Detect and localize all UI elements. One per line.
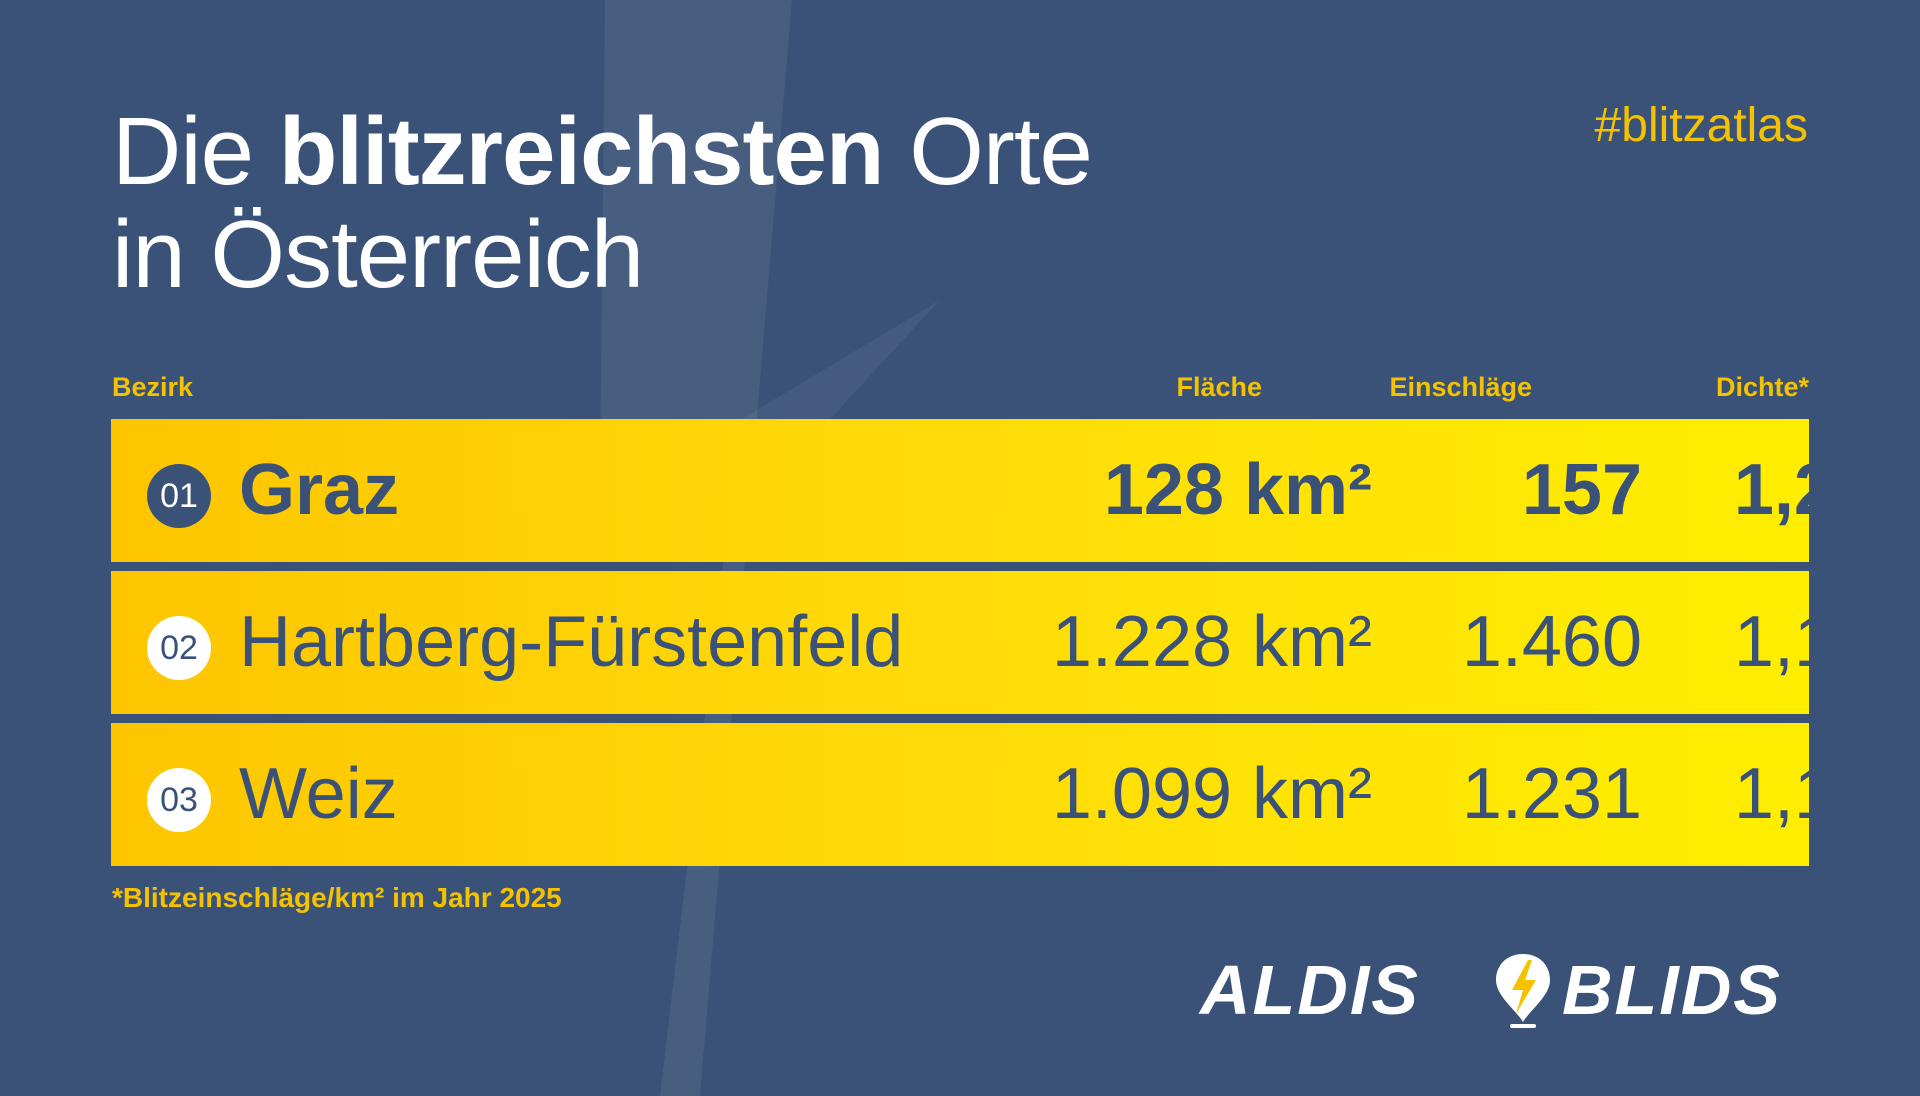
column-header-einschlaege: Einschläge [1389, 372, 1532, 402]
table-row: 03 Weiz 1.099 km² 1.231 1,12 [111, 723, 1874, 866]
column-header-flaeche: Fläche [1176, 372, 1262, 402]
footnote: *Blitzeinschläge/km² im Jahr 2025 [112, 882, 562, 913]
title-emphasis: blitzreichsten [278, 98, 885, 205]
dichte-value: 1,12 [1733, 754, 1874, 834]
logo-left-text: ALDIS [1200, 951, 1420, 1029]
title-line-1: Die blitzreichsten Orte [112, 98, 1093, 205]
einschlaege-value: 157 [1521, 450, 1642, 530]
dichte-value: 1,19 [1733, 602, 1874, 682]
einschlaege-value: 1.460 [1461, 602, 1642, 682]
logo-right-text: BLIDS [1562, 951, 1782, 1029]
hashtag: #blitzatlas [1594, 99, 1808, 152]
bezirk-name: Hartberg-Fürstenfeld [239, 602, 904, 682]
flaeche-value: 1.228 km² [1051, 602, 1372, 682]
column-header-dichte: Dichte* [1715, 372, 1809, 402]
lightning-pin-icon [1496, 954, 1550, 1028]
bezirk-name: Weiz [239, 754, 398, 834]
rank-badge: 02 [147, 616, 211, 680]
table-row: 02 Hartberg-Fürstenfeld 1.228 km² 1.460 … [111, 571, 1874, 714]
aldis-blids-logo: ALDIS BLIDS [1200, 950, 1810, 1030]
column-header-bezirk: Bezirk [112, 372, 194, 402]
flaeche-value: 1.099 km² [1051, 754, 1372, 834]
table-row: 01 Graz 128 km² 157 1,23 [111, 419, 1874, 562]
bezirk-name: Graz [239, 450, 400, 530]
rank-badge: 03 [147, 768, 211, 832]
page-title: Die blitzreichsten Orte in Österreich [112, 98, 1093, 308]
rank-badge: 01 [147, 464, 211, 528]
flaeche-value: 128 km² [1103, 450, 1372, 530]
title-line-2: in Österreich [112, 201, 644, 308]
dichte-value: 1,23 [1733, 450, 1874, 530]
einschlaege-value: 1.231 [1461, 754, 1642, 834]
